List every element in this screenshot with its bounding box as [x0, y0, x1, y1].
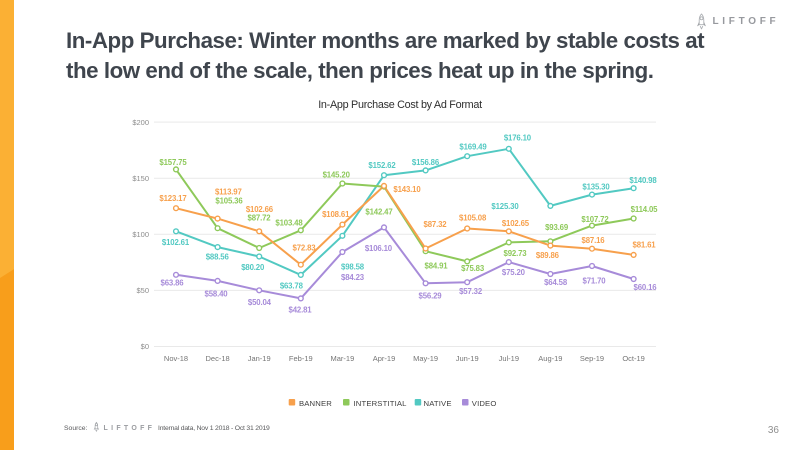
svg-text:Jun-19: Jun-19 [456, 354, 479, 363]
svg-text:$150: $150 [132, 174, 149, 183]
svg-text:$60.16: $60.16 [634, 283, 658, 292]
svg-text:$145.20: $145.20 [323, 171, 351, 180]
svg-text:$103.48: $103.48 [275, 218, 303, 227]
svg-text:$200: $200 [132, 118, 149, 127]
svg-text:Oct-19: Oct-19 [622, 354, 645, 363]
svg-text:$108.61: $108.61 [322, 210, 350, 219]
svg-text:Feb-19: Feb-19 [289, 354, 313, 363]
svg-text:$176.10: $176.10 [504, 134, 532, 143]
svg-text:Source:: Source: [64, 425, 88, 432]
svg-text:In-App Purchase Cost by Ad For: In-App Purchase Cost by Ad Format [318, 99, 482, 111]
svg-text:$156.86: $156.86 [412, 158, 440, 167]
svg-text:LIFTOFF: LIFTOFF [104, 425, 156, 432]
svg-text:$93.69: $93.69 [545, 223, 569, 232]
svg-text:May-19: May-19 [413, 354, 438, 363]
svg-text:$89.86: $89.86 [536, 251, 560, 260]
svg-text:Internal data, Nov 1 2018 - Oc: Internal data, Nov 1 2018 - Oct 31 2019 [158, 425, 270, 432]
svg-text:$100: $100 [132, 230, 149, 239]
svg-text:$63.86: $63.86 [161, 278, 185, 287]
svg-text:Apr-19: Apr-19 [373, 354, 396, 363]
svg-text:$113.97: $113.97 [215, 187, 242, 196]
svg-text:$75.83: $75.83 [461, 264, 485, 273]
svg-text:$152.62: $152.62 [368, 161, 396, 170]
svg-text:$135.30: $135.30 [582, 182, 610, 191]
svg-text:$72.83: $72.83 [293, 243, 317, 252]
svg-text:36: 36 [768, 425, 780, 436]
svg-text:$125.30: $125.30 [491, 202, 519, 211]
svg-text:Nov-18: Nov-18 [164, 354, 188, 363]
svg-text:$50.04: $50.04 [248, 298, 272, 307]
svg-text:$106.10: $106.10 [365, 244, 393, 253]
svg-text:$42.81: $42.81 [289, 306, 313, 315]
svg-text:$157.75: $157.75 [159, 158, 187, 167]
svg-text:$57.32: $57.32 [459, 287, 483, 296]
svg-text:Mar-19: Mar-19 [331, 354, 355, 363]
svg-text:$80.20: $80.20 [241, 263, 265, 272]
svg-text:$64.58: $64.58 [544, 278, 568, 287]
svg-text:$0: $0 [141, 342, 149, 351]
svg-text:$84.91: $84.91 [425, 262, 449, 271]
svg-text:$140.98: $140.98 [629, 176, 657, 185]
svg-text:NATIVE: NATIVE [424, 399, 452, 408]
svg-text:$102.61: $102.61 [162, 238, 190, 247]
svg-text:$102.65: $102.65 [502, 219, 530, 228]
svg-text:$58.40: $58.40 [205, 290, 229, 299]
svg-text:$87.72: $87.72 [248, 214, 272, 223]
svg-text:BANNER: BANNER [299, 399, 332, 408]
svg-text:Dec-18: Dec-18 [206, 354, 230, 363]
svg-text:$123.17: $123.17 [159, 194, 186, 203]
svg-text:$105.08: $105.08 [459, 214, 487, 223]
svg-text:Aug-19: Aug-19 [538, 354, 562, 363]
svg-text:$71.70: $71.70 [583, 277, 607, 286]
svg-text:Sep-19: Sep-19 [580, 354, 604, 363]
svg-text:$107.72: $107.72 [581, 215, 609, 224]
svg-text:$84.23: $84.23 [341, 273, 365, 282]
svg-text:$81.61: $81.61 [633, 241, 657, 250]
svg-text:$105.36: $105.36 [215, 197, 243, 206]
svg-text:$63.78: $63.78 [280, 282, 304, 291]
svg-text:$87.32: $87.32 [424, 220, 448, 229]
svg-text:$56.29: $56.29 [419, 292, 443, 301]
svg-text:$98.58: $98.58 [341, 262, 365, 271]
svg-text:Jan-19: Jan-19 [248, 354, 271, 363]
svg-text:$114.05: $114.05 [631, 205, 659, 214]
svg-text:$88.56: $88.56 [206, 253, 230, 262]
svg-text:$143.10: $143.10 [393, 185, 421, 194]
svg-text:$75.20: $75.20 [502, 268, 526, 277]
svg-text:$87.16: $87.16 [582, 236, 606, 245]
svg-text:$142.47: $142.47 [365, 207, 392, 216]
svg-text:VIDEO: VIDEO [472, 399, 497, 408]
svg-text:INTERSTITIAL: INTERSTITIAL [354, 399, 408, 408]
svg-text:$92.73: $92.73 [504, 249, 528, 258]
svg-text:Jul-19: Jul-19 [499, 354, 519, 363]
svg-text:$169.49: $169.49 [459, 142, 487, 151]
svg-text:$50: $50 [136, 286, 149, 295]
svg-text:$102.66: $102.66 [246, 205, 274, 214]
